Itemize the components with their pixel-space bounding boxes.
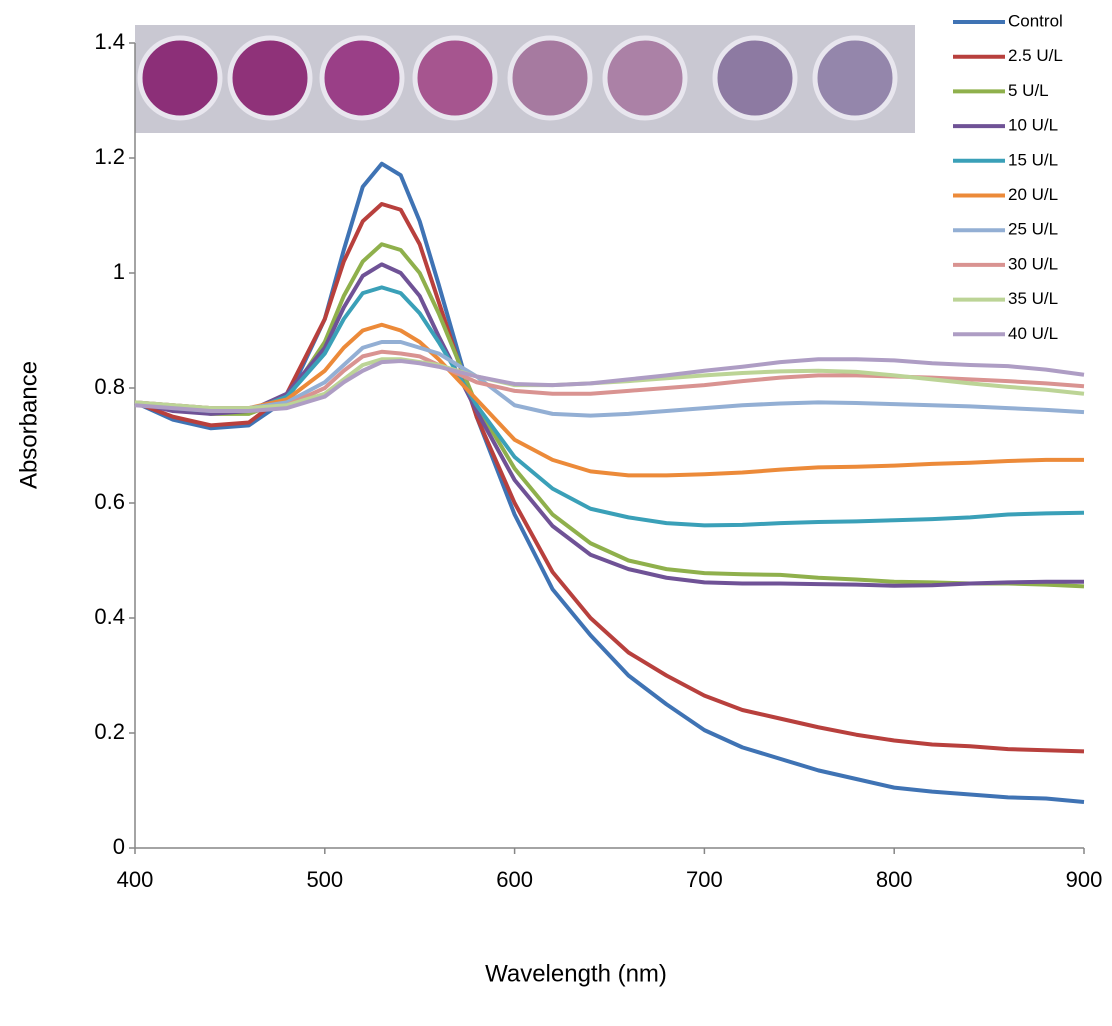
x-tick-label: 900: [1066, 867, 1103, 892]
photo-inset: [135, 25, 915, 133]
x-tick-label: 600: [496, 867, 533, 892]
series-line: [134, 161, 1085, 804]
y-tick-label: 0: [113, 834, 125, 859]
legend-label: 40 U/L: [1008, 324, 1058, 343]
legend-label: 2.5 U/L: [1008, 46, 1063, 65]
x-axis-label: Wavelength (nm): [485, 960, 667, 987]
legend-label: 35 U/L: [1008, 289, 1058, 308]
series-line: [134, 202, 1085, 754]
series-line: [134, 322, 1084, 478]
y-tick-label: 0.6: [94, 489, 125, 514]
y-tick-label: 0.4: [94, 604, 125, 629]
series-line: [134, 340, 1085, 418]
series-line: [134, 285, 1085, 528]
x-tick-label: 400: [117, 867, 154, 892]
y-tick-label: 0.2: [94, 719, 125, 744]
y-axis-label: Absorbance: [15, 361, 42, 489]
legend-label: Control: [1008, 11, 1063, 30]
x-tick-label: 500: [306, 867, 343, 892]
x-tick-label: 700: [686, 867, 723, 892]
y-tick-label: 1.2: [94, 144, 125, 169]
y-tick-label: 1: [113, 259, 125, 284]
legend-label: 20 U/L: [1008, 185, 1058, 204]
legend-label: 15 U/L: [1008, 150, 1058, 169]
x-tick-label: 800: [876, 867, 913, 892]
legend-label: 5 U/L: [1008, 81, 1049, 100]
y-tick-label: 1.4: [94, 29, 125, 54]
series-line: [134, 357, 1085, 413]
legend-label: 30 U/L: [1008, 254, 1058, 273]
y-tick-label: 0.8: [94, 374, 125, 399]
series-line: [134, 262, 1084, 588]
legend-label: 25 U/L: [1008, 220, 1058, 239]
legend-label: 10 U/L: [1008, 116, 1058, 135]
